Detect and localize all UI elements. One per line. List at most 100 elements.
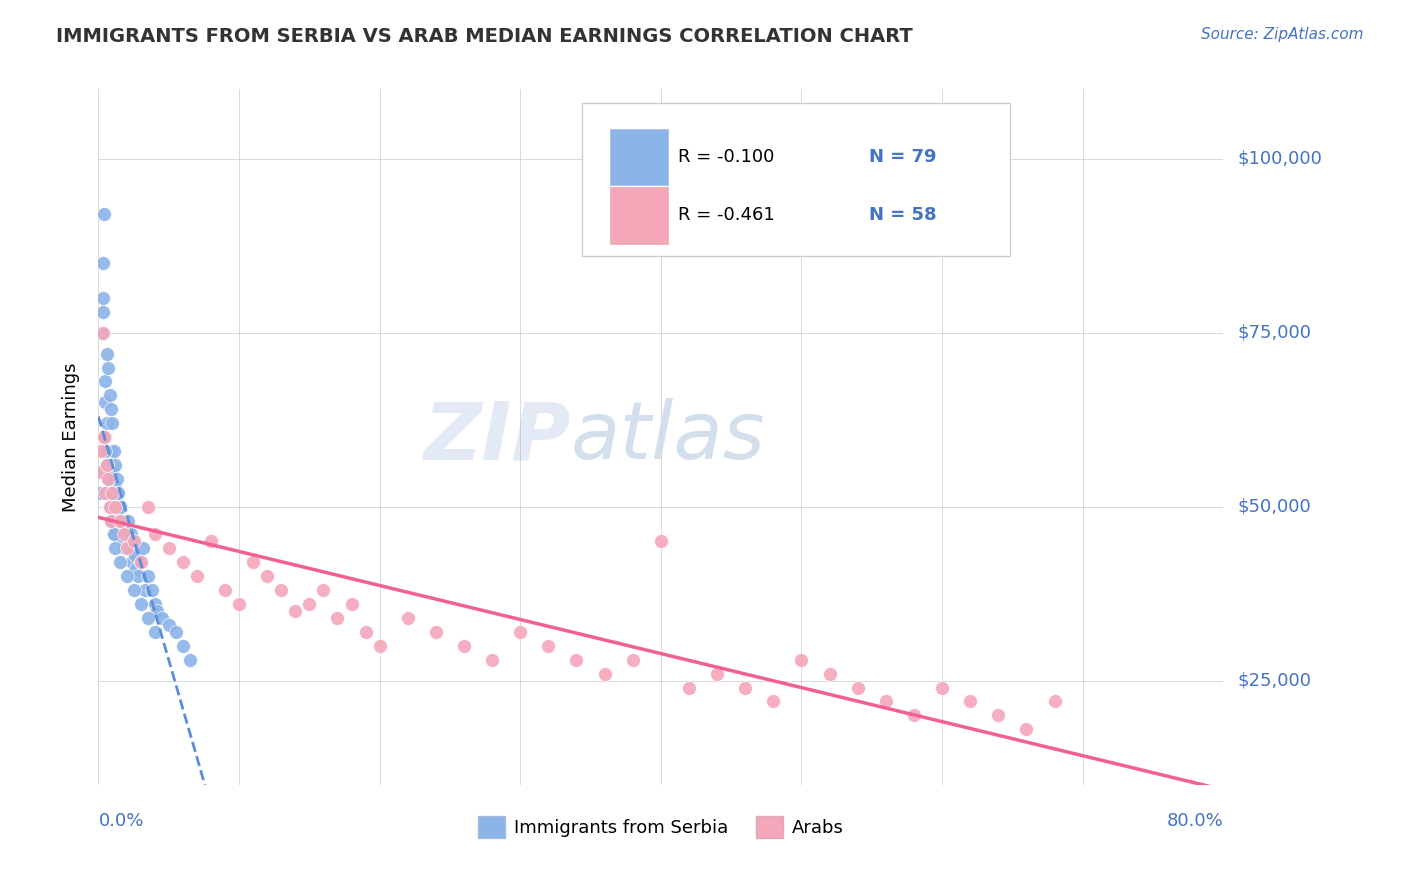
Point [103,444,125,458]
Point [91,326,114,340]
Point [110,514,132,528]
Text: R = -0.461: R = -0.461 [678,206,775,224]
Point [96,416,118,430]
Point [242,555,264,569]
Text: N = 58: N = 58 [869,206,936,224]
Y-axis label: Median Earnings: Median Earnings [62,362,80,512]
Point [846,681,869,695]
Point [94,395,117,409]
FancyBboxPatch shape [610,187,668,244]
Point [143,527,166,541]
Point [94,375,117,389]
Point [100,402,122,417]
Point [120,527,142,541]
Point [101,514,124,528]
Point [122,534,145,549]
Point [100,514,122,528]
Point [453,639,475,653]
Point [112,527,135,541]
Point [97,360,120,375]
Text: $25,000: $25,000 [1237,672,1312,690]
Point [103,500,125,514]
Point [157,541,180,556]
Point [132,541,155,556]
Point [706,666,728,681]
Point [734,681,756,695]
Point [98,472,121,486]
FancyBboxPatch shape [582,103,1010,256]
Point [101,465,124,479]
Point [122,583,145,598]
Point [96,444,118,458]
Point [90,326,112,340]
Point [91,256,114,270]
Point [903,708,925,723]
Point [104,479,127,493]
Point [103,527,125,541]
Point [107,485,129,500]
Point [136,611,159,625]
Point [100,514,122,528]
Point [931,681,953,695]
Point [143,597,166,611]
Point [108,514,131,528]
Point [228,597,250,611]
Point [91,291,114,305]
Point [105,500,128,514]
Point [93,207,115,221]
Point [98,485,121,500]
Point [112,534,135,549]
Point [122,534,145,549]
Point [104,541,127,556]
Point [129,597,152,611]
Point [115,541,138,556]
Point [425,624,447,639]
Point [114,541,136,556]
Point [124,549,146,563]
Text: atlas: atlas [571,398,766,476]
Point [790,653,813,667]
Point [157,618,180,632]
Point [150,611,173,625]
Point [108,514,131,528]
Point [141,583,163,598]
Point [93,465,115,479]
Point [96,346,118,360]
Point [100,500,122,514]
Point [108,527,131,541]
Point [115,527,138,541]
Point [200,534,222,549]
Point [256,569,278,583]
Text: ZIP: ZIP [423,398,571,476]
Point [107,485,129,500]
Point [115,569,138,583]
Point [100,444,122,458]
Point [172,639,194,653]
Point [94,430,117,444]
Point [93,430,115,444]
Point [110,500,132,514]
Point [121,555,143,569]
Point [108,500,131,514]
Point [134,583,156,598]
Point [481,653,503,667]
Point [97,472,120,486]
Point [172,555,194,569]
Text: $50,000: $50,000 [1237,498,1310,516]
Text: 0.0%: 0.0% [98,812,143,830]
Point [118,541,141,556]
Point [98,500,121,514]
Point [1043,694,1066,708]
Point [125,562,148,576]
Point [101,485,124,500]
Point [101,416,124,430]
Point [104,500,127,514]
Point [987,708,1010,723]
Point [90,444,112,458]
Point [1015,723,1038,737]
Point [354,624,377,639]
Point [818,666,841,681]
Point [94,485,117,500]
Point [117,514,139,528]
Point [165,624,187,639]
